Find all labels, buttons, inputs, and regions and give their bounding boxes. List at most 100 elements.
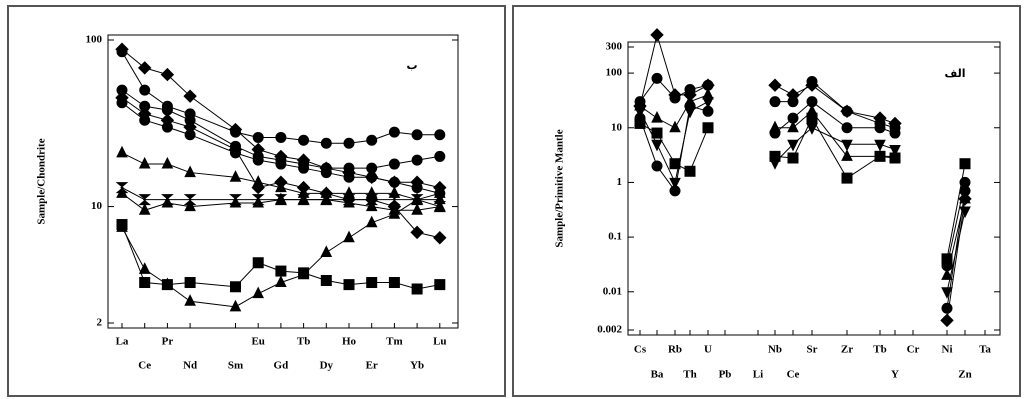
marker — [874, 139, 886, 152]
x-tick-label: Zn — [958, 369, 971, 381]
marker — [411, 154, 423, 166]
series-line — [946, 190, 966, 309]
x-tick-label: Pr — [162, 336, 174, 348]
marker — [388, 176, 400, 188]
marker — [297, 267, 310, 280]
marker — [161, 195, 174, 208]
marker — [229, 195, 242, 208]
marker — [787, 96, 799, 108]
marker — [320, 274, 332, 286]
marker — [651, 127, 663, 139]
marker — [959, 185, 971, 197]
x-tick-label: Cs — [634, 344, 647, 356]
marker — [343, 171, 355, 183]
x-tick-label: La — [116, 336, 129, 348]
marker — [889, 127, 901, 139]
marker — [366, 171, 378, 183]
x-tick-label: Ho — [342, 336, 357, 348]
marker — [320, 245, 333, 257]
marker — [275, 275, 287, 288]
marker — [184, 294, 196, 306]
marker — [702, 87, 714, 100]
marker — [787, 112, 799, 124]
marker — [138, 194, 152, 206]
marker — [941, 253, 953, 265]
x-tick-label: Ce — [138, 360, 151, 372]
marker — [161, 277, 174, 290]
series-line — [946, 198, 966, 321]
x-tick-label: Tb — [873, 344, 886, 356]
marker — [684, 100, 696, 112]
marker — [702, 105, 714, 117]
marker — [138, 262, 151, 274]
marker — [252, 257, 264, 269]
marker — [161, 121, 173, 133]
marker — [366, 277, 378, 289]
marker — [160, 67, 175, 82]
marker — [768, 78, 782, 92]
x-tick-label: Nd — [183, 360, 197, 372]
marker — [806, 123, 818, 135]
x-tick-label: Ni — [942, 344, 953, 356]
marker — [434, 129, 446, 141]
x-tick-label: Ta — [979, 344, 991, 356]
marker — [874, 149, 886, 161]
y-tick-label: 0.1 — [608, 231, 622, 243]
marker — [411, 192, 423, 205]
marker — [941, 268, 953, 280]
marker — [651, 139, 663, 152]
marker — [116, 186, 128, 198]
marker — [298, 134, 310, 146]
marker — [841, 105, 853, 117]
x-tick-label: Ba — [651, 369, 664, 381]
x-tick-label: Tb — [297, 336, 310, 348]
marker — [941, 302, 953, 314]
plot-area — [107, 34, 459, 329]
y-axis-label: Sample/Chondrite — [36, 138, 48, 224]
marker — [433, 199, 446, 212]
marker — [252, 175, 265, 187]
marker — [388, 277, 400, 289]
y-tick-label: 0.002 — [597, 324, 622, 336]
marker — [183, 89, 197, 103]
marker — [411, 283, 423, 295]
marker — [275, 192, 287, 205]
y-tick-label: 1 — [617, 176, 623, 188]
marker — [320, 137, 332, 149]
marker — [684, 84, 696, 96]
marker — [669, 177, 681, 190]
marker — [252, 195, 265, 208]
marker — [275, 180, 287, 193]
marker — [411, 129, 423, 141]
marker — [138, 156, 151, 169]
marker — [184, 165, 196, 178]
marker — [343, 162, 355, 174]
marker — [841, 139, 853, 152]
marker — [275, 131, 287, 143]
marker — [433, 186, 446, 198]
marker — [874, 122, 886, 134]
marker — [388, 158, 400, 170]
marker — [940, 313, 954, 328]
marker — [787, 152, 799, 164]
x-tick-label: Er — [366, 360, 378, 372]
marker — [365, 215, 378, 228]
marker — [138, 203, 151, 215]
y-tick-label: 10 — [611, 121, 623, 133]
marker — [959, 191, 971, 204]
marker — [411, 182, 423, 194]
marker — [669, 120, 681, 133]
marker — [669, 92, 681, 104]
y-tick-label: 300 — [606, 41, 623, 53]
marker — [116, 97, 128, 109]
y-tick-label: 100 — [86, 34, 103, 46]
marker — [230, 281, 241, 293]
marker — [366, 134, 378, 146]
marker — [137, 61, 152, 75]
marker — [229, 170, 242, 182]
x-tick-label: U — [704, 344, 712, 356]
x-tick-label: Tm — [386, 336, 403, 348]
marker — [651, 160, 663, 172]
marker — [230, 147, 241, 159]
